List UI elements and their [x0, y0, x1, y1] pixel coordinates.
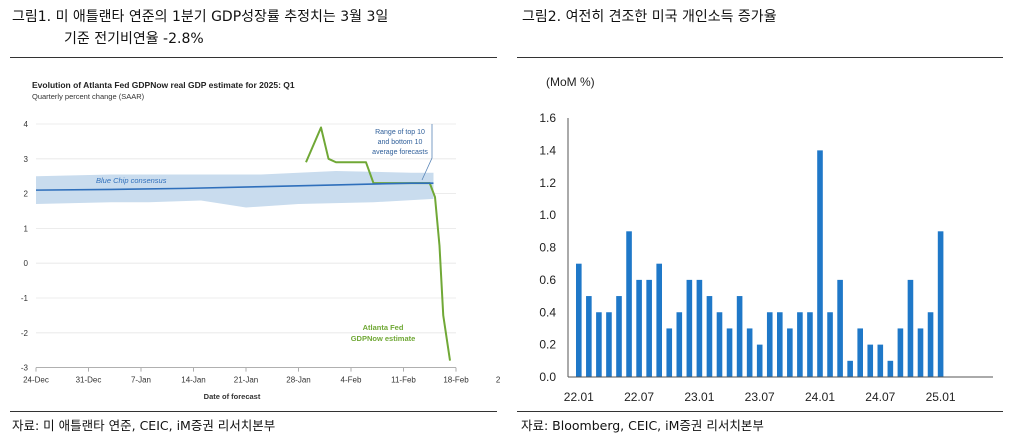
chart2-bar: [847, 360, 853, 377]
chart2-bar: [736, 296, 743, 377]
chart2-bar: [857, 328, 863, 377]
chart2-bar: [656, 263, 662, 377]
chart1-x-tick-label: 7-Jan: [131, 376, 151, 385]
figure2-source: 자료: Bloomberg, CEIC, iM증권 리서치본부: [521, 418, 764, 433]
chart2-y-tick-label: 1.2: [539, 176, 556, 190]
chart2-bar: [626, 231, 632, 377]
chart1-title: Evolution of Atlanta Fed GDPNow real GDP…: [32, 80, 295, 90]
chart1-y-tick-label: 4: [24, 120, 29, 129]
chart2-bar: [837, 279, 843, 377]
chart1-annotation-gdpnow-2: GDPNow estimate: [351, 334, 416, 343]
chart2-bar: [797, 312, 803, 377]
chart1-y-tick-label: -2: [21, 329, 29, 338]
chart1-x-tick-label: 14-Jan: [181, 376, 205, 385]
chart1-forecast-range-band: [36, 170, 434, 208]
chart1-x-tick-label: 28-Jan: [286, 376, 310, 385]
chart2-bar: [576, 263, 582, 377]
chart1-y-tick-label: 0: [24, 259, 29, 268]
chart2-y-tick-label: 1.4: [539, 143, 556, 157]
figure2-title: 그림2. 여전히 견조한 미국 개인소득 증가율: [522, 9, 777, 25]
chart2-y-tick-label: 1.0: [539, 208, 556, 222]
chart2-x-tick-label: 22.01: [564, 390, 594, 404]
chart2-bar: [606, 312, 612, 377]
chart2-y-tick-label: 1.6: [539, 111, 556, 125]
chart1-x-tick-label: 24-Dec: [23, 376, 49, 385]
chart2-bar: [586, 296, 592, 377]
chart2-bar: [877, 344, 884, 377]
chart2-bar: [827, 312, 833, 377]
chart2-y-tick-label: 0.0: [539, 370, 556, 384]
chart2-x-tick-label: 23.01: [684, 390, 714, 404]
chart2-bar: [666, 328, 673, 377]
chart2-bar: [596, 312, 602, 377]
chart2-x-tick-label: 25.01: [926, 390, 956, 404]
chart1-x-tick-label: 25-Feb: [496, 376, 500, 385]
chart2-bar: [636, 279, 642, 377]
chart2-y-tick-label: 0.6: [539, 273, 556, 287]
chart2-y-tick-label: 0.4: [539, 305, 556, 319]
figure1-chart: Evolution of Atlanta Fed GDPNow real GDP…: [21, 80, 500, 401]
chart1-y-tick-label: 3: [24, 155, 29, 164]
chart2-bar: [807, 312, 813, 377]
chart2-bar: [937, 231, 944, 377]
figure2-title-rule: [517, 57, 1003, 58]
chart1-line-gdpnow: [305, 126, 451, 361]
chart1-x-tick-label: 18-Feb: [443, 376, 469, 385]
figure1-title: 그림1. 미 애틀랜타 연준의 1분기 GDP성장률 추정치는 3월 3일 기준…: [12, 6, 388, 50]
chart2-bar: [907, 279, 914, 377]
chart1-x-tick-label: 4-Feb: [341, 376, 362, 385]
figure1-source-rule: [10, 411, 497, 412]
figure2-chart: (MoM %) 1.6 1.4 1.2 1.0 0.8 0.6 0.4 0.2 0.0 22.0…: [539, 75, 993, 404]
chart2-x-tick-label: 23.07: [745, 390, 775, 404]
chart2-bar: [746, 328, 753, 377]
figure2-source-rule: [517, 411, 1003, 412]
chart1-y-tick-label: 2: [24, 190, 29, 199]
figure1-title-rule: [10, 57, 497, 58]
chart1-annotation-range-2: and bottom 10: [378, 139, 423, 146]
chart2-bar: [686, 279, 693, 377]
chart1-xlabel: Date of forecast: [204, 392, 261, 401]
chart2-bar: [716, 312, 723, 377]
chart2-bar: [867, 344, 874, 377]
chart2-x-tick-label: 24.07: [865, 390, 895, 404]
chart2-bar: [756, 344, 763, 377]
chart1-annotation-range-3: average forecasts: [372, 149, 428, 156]
chart2-bar: [917, 328, 924, 377]
chart2-bar: [787, 328, 793, 377]
chart2-bar: [616, 296, 622, 377]
chart2-bar: [726, 328, 733, 377]
chart2-bar: [887, 360, 894, 377]
chart2-bar: [646, 279, 652, 377]
chart1-line-bluechip: [35, 182, 434, 191]
figure1-title-line2: 기준 전기비연율 -2.8%: [64, 31, 204, 47]
chart2-y-tick-label: 0.8: [539, 241, 556, 255]
chart1-annotation-bluechip: Blue Chip consensus: [96, 176, 167, 185]
chart1-x-tick-label: 21-Jan: [234, 376, 258, 385]
chart2-ylabel: (MoM %): [546, 75, 595, 89]
chart1-x-tick-label: 31-Dec: [76, 376, 102, 385]
chart2-y-tick-label: 0.2: [539, 338, 556, 352]
chart2-x-tick-label: 22.07: [624, 390, 654, 404]
chart1-y-tick-label: -1: [21, 294, 29, 303]
chart2-bar: [706, 296, 713, 377]
chart2-bar: [766, 312, 773, 377]
chart2-bar: [897, 328, 904, 377]
figure1-title-line1: 그림1. 미 애틀랜타 연준의 1분기 GDP성장률 추정치는 3월 3일: [12, 9, 389, 25]
chart2-bar: [927, 312, 934, 377]
chart2-bar: [777, 312, 783, 377]
chart2-x-tick-label: 24.01: [805, 390, 835, 404]
chart1-range-callout-line: [421, 124, 433, 181]
chart1-x-tick-label: 11-Feb: [391, 376, 416, 385]
chart1-annotation-range-1: Range of top 10: [375, 129, 425, 136]
chart1-annotation-gdpnow-1: Atlanta Fed: [363, 323, 404, 332]
chart2-bar: [817, 150, 823, 377]
chart2-bar: [696, 279, 703, 377]
chart1-subtitle: Quarterly percent change (SAAR): [32, 92, 145, 101]
figure1-source: 자료: 미 애틀랜타 연준, CEIC, iM증권 리서치본부: [12, 418, 276, 433]
chart1-y-tick-label: -3: [21, 364, 29, 373]
chart1-y-tick-label: 1: [24, 224, 29, 233]
chart2-bar: [676, 312, 683, 377]
